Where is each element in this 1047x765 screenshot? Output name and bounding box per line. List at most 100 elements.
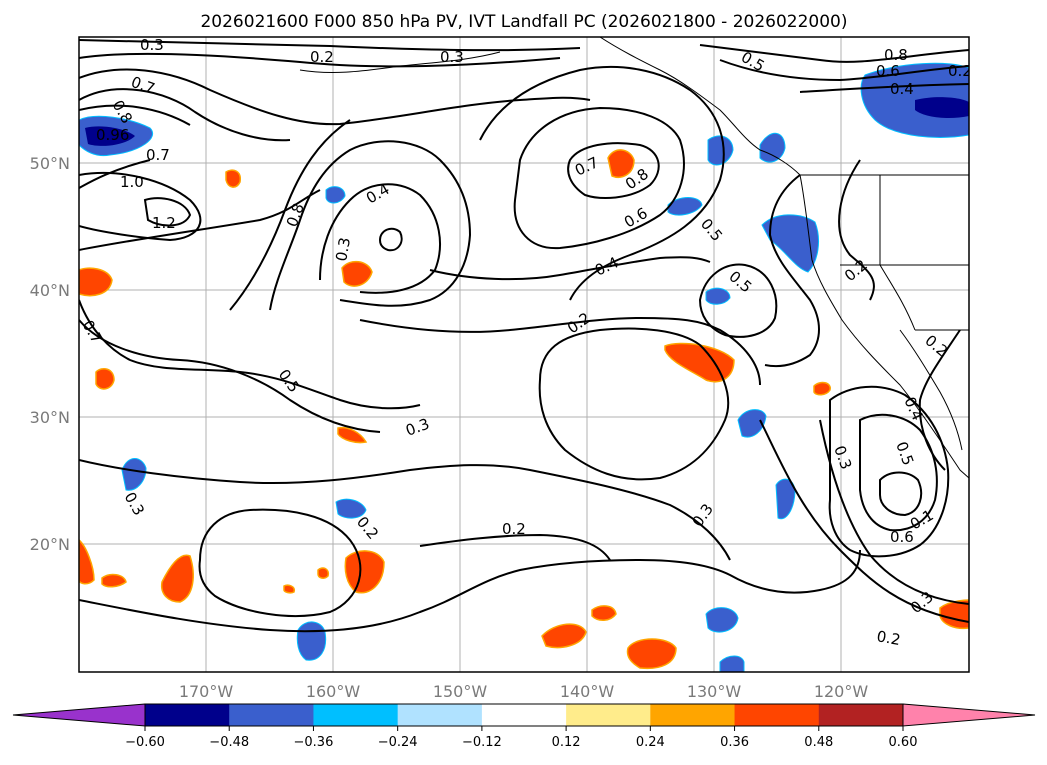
lon-label: 150°W bbox=[433, 682, 488, 701]
contour-line bbox=[229, 119, 351, 311]
positive-patch bbox=[813, 381, 831, 396]
contour-line bbox=[79, 39, 581, 52]
colorbar-bin bbox=[229, 704, 314, 726]
contour-line bbox=[918, 329, 961, 471]
colorbar-tick-label: 0.12 bbox=[552, 735, 581, 750]
state-border bbox=[879, 264, 916, 331]
contour-label: 0.4 bbox=[890, 80, 914, 98]
lat-label: 40°N bbox=[30, 281, 70, 300]
colorbar-bin bbox=[145, 704, 230, 726]
contour-line bbox=[419, 533, 611, 561]
positive-patch bbox=[591, 605, 617, 621]
contour-line bbox=[378, 227, 403, 252]
contour-line bbox=[269, 140, 472, 311]
negative-patch bbox=[667, 197, 703, 216]
contour-line bbox=[79, 104, 191, 126]
colorbar-frame bbox=[144, 703, 904, 727]
colorbar-tick-label: −0.36 bbox=[294, 735, 334, 750]
colorbar-tick-label: −0.48 bbox=[209, 735, 249, 750]
negative-patch bbox=[705, 607, 739, 633]
negative-patch bbox=[759, 132, 786, 163]
contour-line bbox=[79, 68, 591, 126]
contour-line bbox=[828, 385, 950, 558]
lat-label: 50°N bbox=[30, 154, 70, 173]
positive-patch bbox=[283, 584, 296, 594]
contour-line bbox=[759, 419, 969, 623]
colorbar-tick-label: −0.24 bbox=[378, 735, 418, 750]
lon-label: 160°W bbox=[306, 682, 361, 701]
contour-line bbox=[79, 459, 731, 561]
colorbar: −0.60 −0.48 −0.36 −0.24 −0.12 0.12 0.24 0.36 0.4… bbox=[12, 703, 1036, 750]
negative-patch bbox=[296, 621, 327, 661]
contour-lines bbox=[79, 39, 969, 633]
contour-label: 1.0 bbox=[120, 173, 144, 191]
contour-label: 0.3 bbox=[440, 48, 464, 66]
negative-patch bbox=[707, 135, 734, 166]
shading-patches bbox=[79, 62, 969, 672]
alaska-coast bbox=[599, 37, 801, 176]
positive-patch bbox=[337, 426, 368, 444]
contour-line bbox=[79, 172, 202, 242]
contour-line bbox=[819, 419, 969, 605]
negative-patch bbox=[737, 409, 767, 438]
map-border bbox=[78, 36, 970, 673]
north-america-coast bbox=[799, 174, 969, 479]
contour-line bbox=[838, 159, 875, 301]
colorbar-tick-label: 0.36 bbox=[720, 735, 749, 750]
lat-label: 30°N bbox=[30, 408, 70, 427]
colorbar-bin bbox=[818, 704, 904, 726]
lon-label: 120°W bbox=[814, 682, 869, 701]
negative-patch bbox=[761, 214, 819, 273]
contour-line bbox=[79, 319, 381, 433]
positive-patch bbox=[317, 567, 330, 579]
baja-coast bbox=[899, 329, 963, 451]
contour-line bbox=[79, 52, 561, 68]
contour-label: 0.3 bbox=[332, 236, 354, 263]
contour-line bbox=[859, 413, 938, 532]
positive-patch bbox=[95, 367, 115, 390]
contour-label: 0.3 bbox=[140, 36, 164, 54]
lon-label: 140°W bbox=[560, 682, 615, 701]
longitude-labels: 170°W 160°W 150°W 140°W 130°W 120°W bbox=[179, 682, 869, 701]
negative-patch bbox=[775, 478, 796, 520]
positive-patch bbox=[626, 638, 677, 670]
positive-patch bbox=[225, 169, 241, 188]
contour-label: 0.6 bbox=[890, 528, 914, 546]
colorbar-bin bbox=[566, 704, 651, 726]
lat-label: 20°N bbox=[30, 535, 70, 554]
positive-patch bbox=[541, 623, 587, 649]
colorbar-bin bbox=[650, 704, 736, 726]
contour-line bbox=[319, 183, 441, 294]
contour-line bbox=[538, 327, 730, 481]
positive-patch bbox=[79, 267, 113, 297]
positive-patch bbox=[607, 149, 635, 178]
contour-line bbox=[513, 106, 685, 250]
negative-patch bbox=[325, 186, 346, 204]
colorbar-tick-label: −0.12 bbox=[462, 735, 502, 750]
map-title: 2026021600 F000 850 hPa PV, IVT Landfall… bbox=[200, 12, 847, 32]
positive-patch bbox=[101, 573, 127, 588]
lon-label: 170°W bbox=[179, 682, 234, 701]
contour-label: 0.2 bbox=[310, 48, 334, 66]
contour-line bbox=[879, 471, 923, 517]
negative-patch bbox=[335, 498, 367, 519]
negative-core bbox=[915, 97, 969, 118]
colorbar-bin bbox=[734, 704, 820, 726]
colorbar-bin bbox=[481, 704, 567, 726]
contour-line bbox=[567, 142, 660, 199]
colorbar-tick-label: −0.60 bbox=[125, 735, 165, 750]
contour-line bbox=[764, 174, 820, 368]
contour-line bbox=[79, 88, 291, 142]
contour-line bbox=[198, 508, 362, 617]
contour-line bbox=[719, 59, 969, 82]
colorbar-tick-label: 0.60 bbox=[889, 735, 918, 750]
contour-label: 0.2 bbox=[875, 627, 902, 649]
positive-patch bbox=[344, 550, 385, 594]
positive-patch bbox=[341, 260, 373, 287]
positive-patch bbox=[79, 539, 95, 585]
latitude-labels: 50°N 40°N 30°N 20°N bbox=[30, 154, 70, 554]
colorbar-bin bbox=[397, 704, 483, 726]
contour-line bbox=[698, 263, 778, 338]
negative-patch bbox=[719, 655, 745, 672]
